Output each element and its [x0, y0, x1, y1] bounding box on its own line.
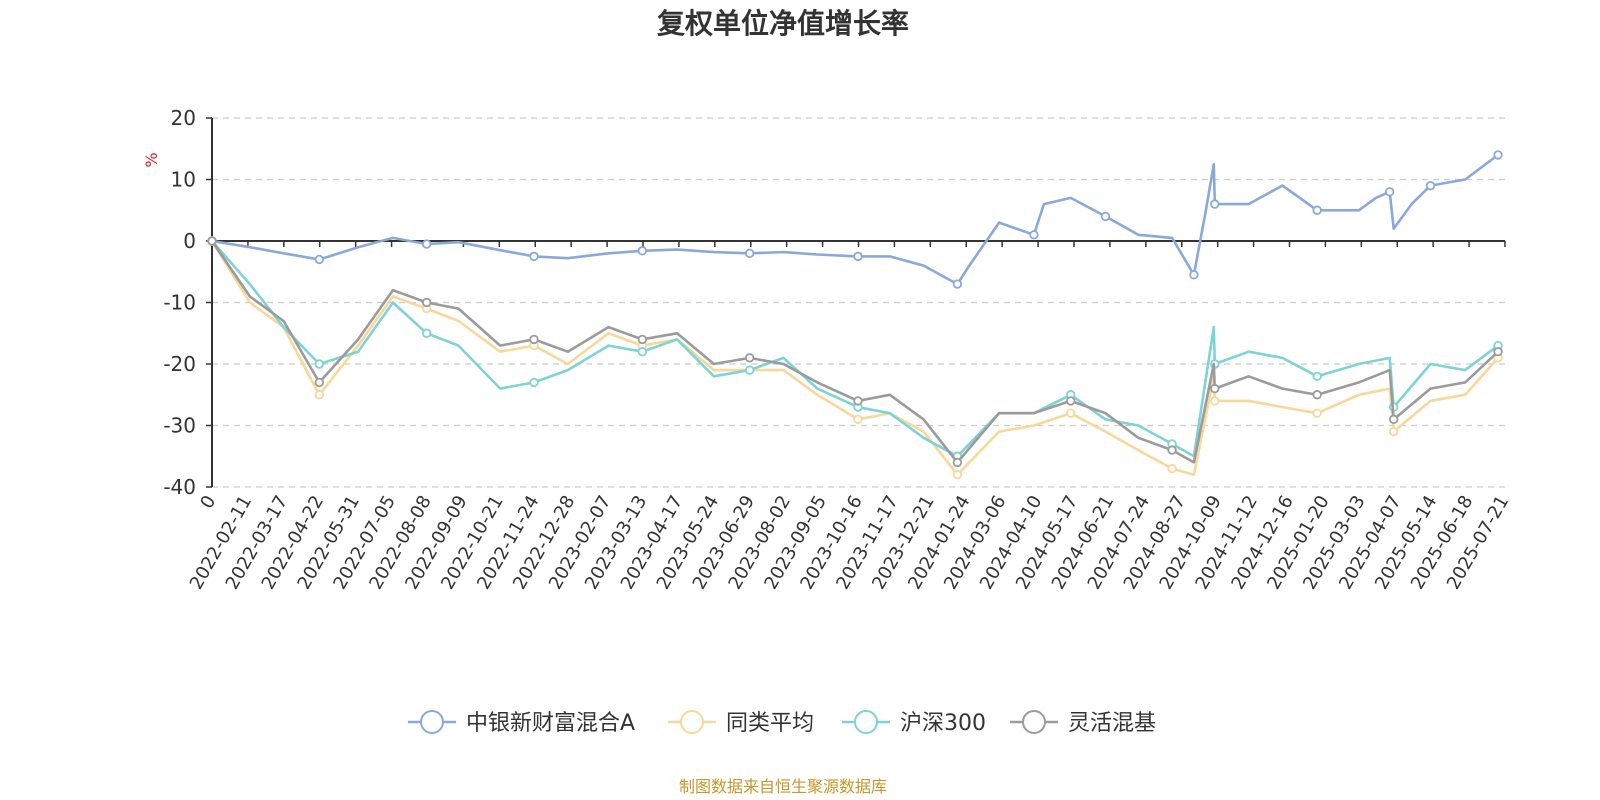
- series-point: [952, 279, 963, 289]
- y-tick-label: 20: [171, 106, 196, 130]
- series-point: [1312, 390, 1322, 400]
- series-point: [853, 414, 863, 425]
- y-tick-label: 10: [171, 168, 196, 192]
- series-lines: [207, 150, 1503, 480]
- legend-label: 中银新财富混合A: [466, 711, 635, 736]
- series-point: [744, 365, 755, 375]
- series-point: [1388, 414, 1399, 425]
- series-point: [952, 457, 963, 468]
- series-point: [952, 470, 963, 480]
- series-point: [421, 239, 432, 249]
- legend-circle-marker: [1022, 710, 1046, 734]
- series-point: [637, 334, 648, 345]
- series-point: [1167, 463, 1177, 474]
- series-point: [1385, 187, 1395, 197]
- series-point: [1425, 180, 1436, 191]
- y-tick-label: -30: [163, 414, 196, 438]
- series-point: [1493, 150, 1503, 160]
- series-point: [1312, 205, 1322, 215]
- series-point: [529, 377, 539, 388]
- series-line-2: [211, 240, 1499, 458]
- series-point: [1100, 211, 1111, 222]
- series-point: [314, 377, 325, 388]
- legend-circle-marker: [680, 710, 704, 734]
- series-point: [1189, 270, 1199, 280]
- y-tick-label: -10: [163, 291, 196, 315]
- x-tick-label: 0: [196, 492, 220, 512]
- series-point: [314, 254, 325, 265]
- series-point: [1167, 445, 1177, 455]
- y-tick-label: 0: [183, 229, 196, 253]
- series-point: [1493, 347, 1503, 357]
- legend-item-2[interactable]: 沪深300: [842, 710, 986, 736]
- axes: 20100-10-20-30-4002022-02-112022-03-1720…: [163, 106, 1513, 593]
- y-tick-label: -20: [163, 352, 196, 376]
- series-line-3: [210, 240, 1499, 464]
- series-point: [529, 251, 539, 262]
- legend-label: 沪深300: [900, 711, 986, 736]
- legend-item-0[interactable]: 中银新财富混合A: [408, 710, 635, 736]
- series-point: [637, 347, 648, 357]
- series-point: [853, 251, 863, 262]
- legend-circle-marker: [854, 710, 878, 734]
- y-tick-label: -40: [163, 475, 196, 499]
- series-point: [744, 353, 755, 363]
- legend-circle-marker: [420, 710, 444, 734]
- series-point: [1312, 371, 1322, 381]
- series-point: [314, 390, 325, 400]
- series-point: [314, 359, 325, 369]
- legend-label: 同类平均: [726, 711, 814, 736]
- series-point: [637, 246, 648, 256]
- legend-label: 灵活混基: [1068, 711, 1156, 736]
- series-point: [1029, 230, 1039, 240]
- series-point: [207, 236, 217, 246]
- series-point: [1210, 396, 1220, 406]
- legend-item-3[interactable]: 灵活混基: [1010, 710, 1156, 736]
- series-line-1: [210, 240, 1499, 477]
- legend-item-1[interactable]: 同类平均: [668, 710, 814, 736]
- series-point: [1210, 199, 1220, 209]
- gridlines: [212, 117, 1505, 488]
- series-point: [529, 334, 539, 345]
- series-point: [1065, 408, 1076, 418]
- series-point: [421, 328, 432, 338]
- series-point: [1388, 426, 1399, 437]
- series-point: [1312, 408, 1322, 418]
- series-line-0: [211, 153, 1499, 286]
- series-point: [1065, 396, 1076, 406]
- legend: 中银新财富混合A 同类平均 沪深300 灵活混基: [408, 710, 1156, 736]
- series-point: [744, 248, 755, 258]
- y-axis-unit-label: %: [142, 152, 161, 167]
- series-point: [853, 396, 863, 406]
- series-point: [1210, 383, 1220, 394]
- series-point: [421, 297, 432, 308]
- data-source-note: 制图数据来自恒生聚源数据库: [679, 777, 887, 796]
- chart-title: 复权单位净值增长率: [657, 7, 909, 40]
